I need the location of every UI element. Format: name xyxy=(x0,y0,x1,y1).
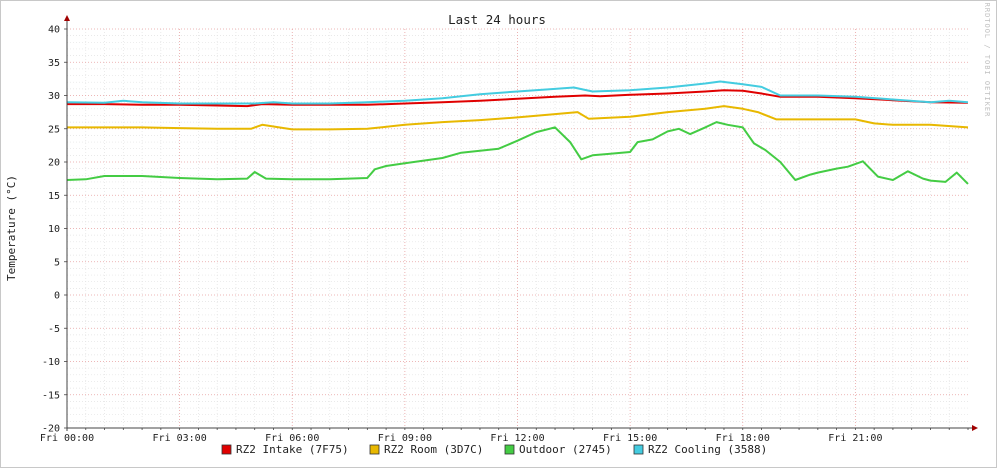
x-tick-label: Fri 18:00 xyxy=(716,433,770,444)
series-line xyxy=(66,80,969,105)
y-tick-label: 15 xyxy=(48,191,60,202)
y-tick-label: -10 xyxy=(42,357,60,368)
legend: RZ2 Intake (7F75) RZ2 Room (3D7C) Outdoor … xyxy=(221,443,767,456)
y-tick-label: 40 xyxy=(48,25,60,36)
x-tick-label: Fri 15:00 xyxy=(603,433,657,444)
y-tick-label: -20 xyxy=(42,424,60,435)
y-tick-label: 10 xyxy=(48,224,60,235)
x-tick-label: Fri 12:00 xyxy=(490,433,544,444)
legend-label: RZ2 Intake (7F75) xyxy=(236,443,349,456)
y-tick-label: 5 xyxy=(54,257,60,268)
x-tick-label: Fri 21:00 xyxy=(828,433,882,444)
x-tick-label: Fri 06:00 xyxy=(265,433,319,444)
x-axis-arrow xyxy=(972,425,978,431)
legend-label: Outdoor (2745) xyxy=(519,443,612,456)
axes xyxy=(64,15,978,431)
legend-swatch xyxy=(369,444,380,455)
legend-swatch xyxy=(633,444,644,455)
y-tick-label: 0 xyxy=(54,291,60,302)
y-axis-arrow xyxy=(64,15,70,21)
series-line xyxy=(67,105,969,131)
y-axis-label: Temperature (°C) xyxy=(5,175,18,281)
y-tick-label: 20 xyxy=(48,158,60,169)
y-tick-label: 30 xyxy=(48,91,60,102)
legend-swatch xyxy=(221,444,232,455)
x-tick-label: Fri 03:00 xyxy=(153,433,207,444)
legend-swatch xyxy=(504,444,515,455)
chart-title: Last 24 hours xyxy=(448,12,546,27)
x-tick-label: Fri 09:00 xyxy=(378,433,432,444)
series-line xyxy=(67,89,969,108)
y-tick-label: -5 xyxy=(48,324,60,335)
series-lines xyxy=(66,80,969,185)
series-line xyxy=(66,121,969,185)
y-tick-labels: 40 35 30 25 20 15 10 5 0 -5 -10 -15 -20 xyxy=(42,25,60,435)
legend-label: RZ2 Cooling (3588) xyxy=(648,443,767,456)
x-tick-label: Fri 00:00 xyxy=(40,433,94,444)
rrdtool-watermark: RRDTOOL / TOBI OETIKER xyxy=(983,3,991,118)
x-tick-labels: Fri 00:00 Fri 03:00 Fri 06:00 Fri 09:00 Fri … xyxy=(40,433,883,444)
legend-label: RZ2 Room (3D7C) xyxy=(384,443,483,456)
y-tick-label: -15 xyxy=(42,390,60,401)
y-tick-label: 35 xyxy=(48,58,60,69)
y-tick-label: 25 xyxy=(48,124,60,135)
